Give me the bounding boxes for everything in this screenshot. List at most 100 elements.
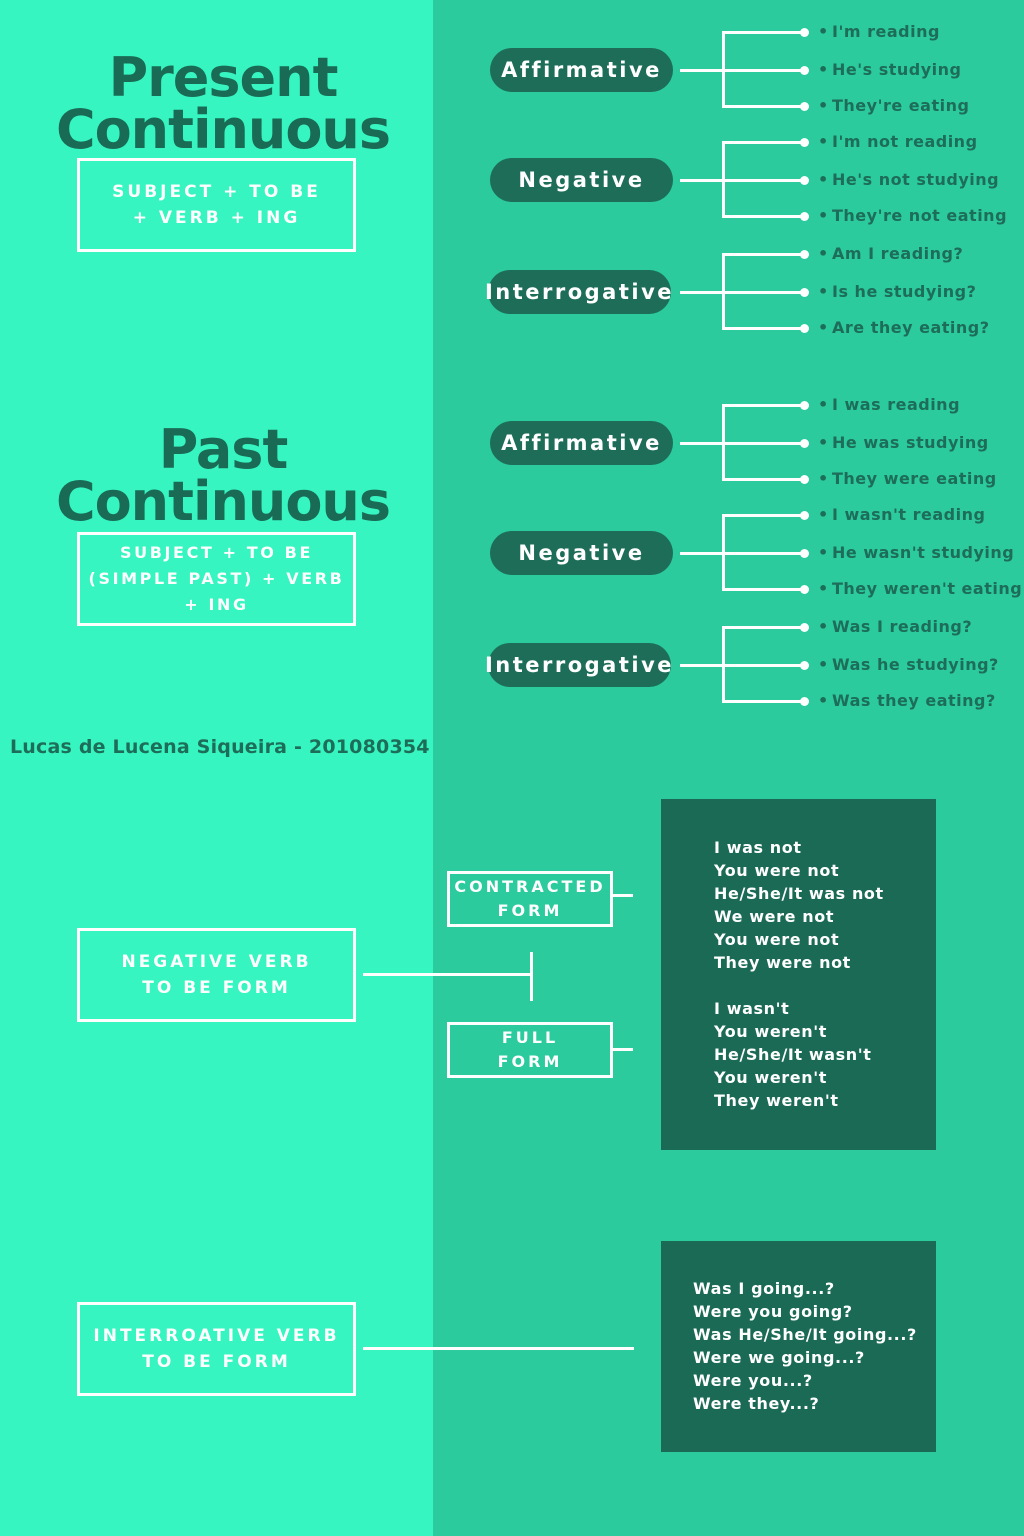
present-negative-example-0: • I'm not reading	[818, 130, 978, 154]
verb-form-line: He/She/It wasn't	[714, 1045, 872, 1064]
past-negative-example-1: • He wasn't studying	[818, 541, 1014, 565]
example-text: They're not eating	[832, 206, 1008, 225]
example-text: Was they eating?	[832, 691, 996, 710]
branch-end-dot	[800, 475, 809, 484]
bullet-icon: •	[818, 206, 829, 225]
present-affirmative-branch-1	[722, 69, 805, 72]
bullet-icon: •	[818, 60, 829, 79]
bullet-icon: •	[818, 170, 829, 189]
verb-form-line: You were not	[714, 930, 840, 949]
example-text: He's not studying	[832, 170, 1000, 189]
branch-end-dot	[800, 697, 809, 706]
present-formula-box: SUBJECT + TO BE + VERB + ING	[77, 158, 356, 252]
present-pill-interrogative: Interrogative	[485, 270, 672, 314]
example-text: They weren't eating	[832, 579, 1023, 598]
past-interrogative-example-2: • Was they eating?	[818, 689, 996, 713]
present-negative-example-1: • He's not studying	[818, 168, 999, 192]
present-affirmative-example-2: • They're eating	[818, 94, 969, 118]
branch-end-dot	[800, 66, 809, 75]
verb-form-line: You weren't	[714, 1022, 827, 1041]
past-negative-branch-1	[722, 552, 805, 555]
negative-verb-line2: TO BE FORM	[142, 978, 291, 998]
present-title-line1: Present	[108, 46, 339, 109]
bullet-icon: •	[818, 579, 829, 598]
past-interrogative-branch-2	[722, 700, 805, 703]
bullet-icon: •	[818, 469, 829, 488]
present-interrogative-branch-2	[722, 327, 805, 330]
past-negative-connector-stem	[680, 552, 724, 555]
past-pill-negative: Negative	[490, 531, 673, 575]
contracted-form-box: CONTRACTED FORM	[447, 871, 613, 927]
verb-form-line: I was not	[714, 838, 802, 857]
verb-form-line: He/She/It was not	[714, 884, 884, 903]
past-interrogative-example-0: • Was I reading?	[818, 615, 972, 639]
negative-forms-panel	[661, 799, 936, 1150]
example-text: I'm reading	[832, 22, 940, 41]
interrogative-connector	[363, 1347, 634, 1350]
past-affirmative-example-2: • They were eating	[818, 467, 997, 491]
branch-end-dot	[800, 401, 809, 410]
verb-form-line: Was I going...?	[693, 1279, 835, 1298]
bullet-icon: •	[818, 96, 829, 115]
present-formula-line2: + VERB + ING	[132, 208, 301, 228]
verb-form-line: We were not	[714, 907, 835, 926]
past-interrogative-branch-0	[722, 626, 805, 629]
left-background	[0, 0, 433, 1536]
example-text: They're eating	[832, 96, 970, 115]
bullet-icon: •	[818, 505, 829, 524]
past-formula-line1: SUBJECT + TO BE	[119, 543, 313, 562]
bullet-icon: •	[818, 691, 829, 710]
past-title-line2: Continuous	[55, 470, 391, 533]
interrogative-verb-box: INTERROATIVE VERB TO BE FORM	[77, 1302, 356, 1396]
present-affirmative-branch-2	[722, 105, 805, 108]
verb-form-line: I wasn't	[714, 999, 790, 1018]
interrogative-verb-line2: TO BE FORM	[142, 1352, 291, 1372]
interrogative-forms-list: Was I going...? Were you going? Was He/She…	[693, 1277, 917, 1415]
branch-end-dot	[800, 623, 809, 632]
bullet-icon: •	[818, 244, 829, 263]
bullet-icon: •	[818, 318, 829, 337]
past-interrogative-example-1: • Was he studying?	[818, 653, 999, 677]
present-interrogative-connector-stem	[680, 291, 724, 294]
past-negative-branch-2	[722, 588, 805, 591]
past-affirmative-branch-2	[722, 478, 805, 481]
branch-end-dot	[800, 661, 809, 670]
past-negative-branch-0	[722, 514, 805, 517]
branch-end-dot	[800, 511, 809, 520]
bullet-icon: •	[818, 617, 829, 636]
bullet-icon: •	[818, 655, 829, 674]
past-negative-example-2: • They weren't eating	[818, 577, 1022, 601]
example-text: I was reading	[832, 395, 961, 414]
interrogative-verb-line1: INTERROATIVE VERB	[93, 1326, 340, 1346]
present-affirmative-example-0: • I'm reading	[818, 20, 940, 44]
negative-connector-vertical	[530, 952, 533, 1001]
branch-end-dot	[800, 288, 809, 297]
contracted-form-line1: CONTRACTED	[454, 877, 606, 896]
verb-form-line: You were not	[714, 861, 840, 880]
branch-end-dot	[800, 28, 809, 37]
branch-end-dot	[800, 439, 809, 448]
verb-form-line: Were they...?	[693, 1394, 820, 1413]
full-form-box: FULL FORM	[447, 1022, 613, 1078]
example-text: Am I reading?	[832, 244, 964, 263]
present-negative-connector-stem	[680, 179, 724, 182]
past-interrogative-connector-stem	[680, 664, 724, 667]
verb-form-line: They weren't	[714, 1091, 839, 1110]
branch-end-dot	[800, 138, 809, 147]
present-affirmative-branch-0	[722, 31, 805, 34]
example-text: He's studying	[832, 60, 962, 79]
example-text: They were eating	[832, 469, 997, 488]
negative-verb-box: NEGATIVE VERB TO BE FORM	[77, 928, 356, 1022]
example-text: I wasn't reading	[832, 505, 986, 524]
past-affirmative-example-1: • He was studying	[818, 431, 989, 455]
present-interrogative-branch-1	[722, 291, 805, 294]
negative-verb-line1: NEGATIVE VERB	[121, 952, 312, 972]
contracted-form-line2: FORM	[497, 901, 563, 920]
past-pill-affirmative: Affirmative	[490, 421, 673, 465]
bullet-icon: •	[818, 433, 829, 452]
negative-forms-list: I was not You were not He/She/It was not We…	[714, 836, 884, 1112]
branch-end-dot	[800, 324, 809, 333]
past-title-line1: Past	[158, 418, 289, 481]
example-text: I'm not reading	[832, 132, 978, 151]
contracted-form-connector	[613, 894, 633, 897]
